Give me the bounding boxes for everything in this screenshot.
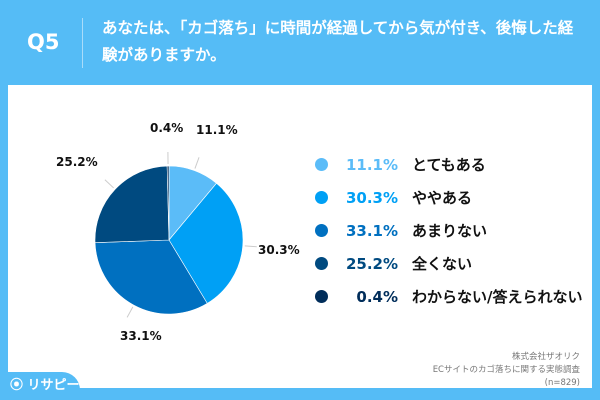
legend-percent: 0.4% xyxy=(356,287,398,306)
legend-label: ややある xyxy=(412,189,473,207)
legend-item: 30.3% ややある xyxy=(315,181,582,214)
legend-label: あまりない xyxy=(412,222,488,240)
data-label: 30.3% xyxy=(258,243,300,257)
divider xyxy=(82,18,83,68)
data-label: 25.2% xyxy=(56,155,98,169)
legend-item: 33.1% あまりない xyxy=(315,214,582,247)
legend-percent: 33.1% xyxy=(345,221,398,240)
leader-line xyxy=(104,179,114,189)
legend-dot xyxy=(315,290,328,303)
data-label: 11.1% xyxy=(196,123,238,137)
legend-item: 0.4% わからない/答えられない xyxy=(315,280,582,313)
legend-percent: 30.3% xyxy=(345,188,398,207)
chart-card: 11.1% 30.3% 33.1% 25.2% 0.4% 11.1% とてもある 30.3%… xyxy=(8,85,592,388)
source-sample-size: (n=829) xyxy=(544,378,580,388)
legend-dot xyxy=(315,191,328,204)
data-label: 33.1% xyxy=(120,329,162,343)
data-label: 0.4% xyxy=(150,121,184,135)
pie-slice xyxy=(166,165,170,241)
legend-label: 全くない xyxy=(412,255,473,273)
logo-text: リサピー xyxy=(27,378,80,393)
source-note: 株式会社ザオリク ECサイトのカゴ落ちに関する実態調査 (n=829) xyxy=(433,351,580,390)
legend-item: 25.2% 全くない xyxy=(315,247,582,280)
legend-label: とてもある xyxy=(412,156,486,174)
question-title: あなたは、「カゴ落ち」に時間が経過してから気が付き、後悔した経験がありますか。 xyxy=(102,19,574,64)
legend: 11.1% とてもある 30.3% ややある 33.1% あまりない 25.2% 全くない 0.… xyxy=(315,148,582,313)
logo: ⦿ リサピー xyxy=(0,372,80,400)
question-number: Q5 xyxy=(27,30,60,54)
source-survey: ECサイトのカゴ落ちに関する実態調査 xyxy=(432,365,580,375)
pie-slice xyxy=(168,182,244,304)
legend-dot xyxy=(315,158,328,171)
pie-slice xyxy=(94,239,208,315)
leader-line xyxy=(244,245,257,248)
pie-slice xyxy=(94,165,170,243)
legend-item: 11.1% とてもある xyxy=(315,148,582,181)
source-company: 株式会社ザオリク xyxy=(511,352,580,362)
legend-dot xyxy=(315,224,328,237)
leader-line xyxy=(126,306,134,318)
legend-dot xyxy=(315,257,328,270)
logo-icon: ⦿ xyxy=(10,378,24,393)
leader-line xyxy=(194,157,200,169)
pie-chart xyxy=(94,152,257,318)
legend-label: わからない/答えられない xyxy=(412,288,583,306)
legend-percent: 11.1% xyxy=(345,155,398,174)
legend-percent: 25.2% xyxy=(345,254,398,273)
